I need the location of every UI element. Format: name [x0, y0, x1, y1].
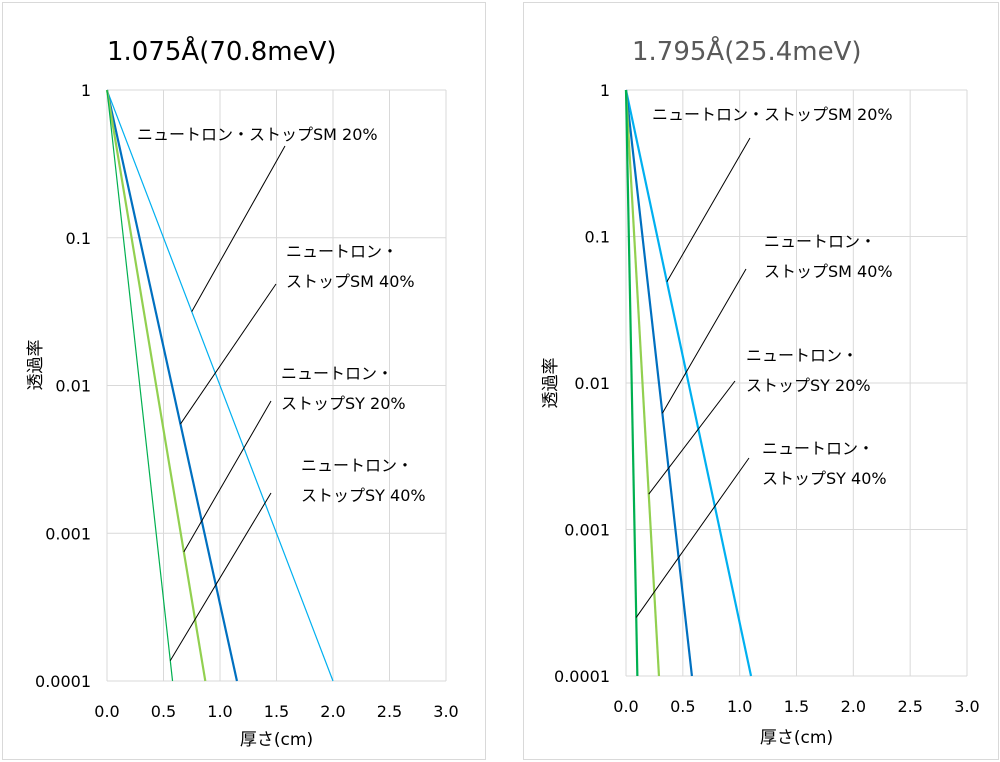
- chart-title: 1.795Å(25.4meV): [632, 35, 862, 67]
- chart-panel-right: 1.795Å(25.4meV) 0.0 0.5 1.0 1.5 2.0 2.5 3.0 1 0.1…: [523, 2, 999, 760]
- series-line-sy20: [624, 89, 661, 677]
- x-tick-label: 0.0: [94, 702, 119, 721]
- y-tick-label: 0.0001: [554, 667, 610, 686]
- series-label-sm20: ニュートロン・ストップSM 20%: [137, 125, 378, 144]
- leader-line-sy20: [648, 380, 736, 495]
- x-tick-label: 1.5: [264, 702, 289, 721]
- y-axis-label: 透過率: [541, 358, 561, 409]
- chart-title: 1.075Å(70.8meV): [107, 35, 337, 67]
- leader-line-sm20: [191, 145, 286, 312]
- transmission-chart-1795: 1.795Å(25.4meV) 0.0 0.5 1.0 1.5 2.0 2.5 3.0 1 0.1…: [541, 35, 980, 748]
- series-line-sm40: [624, 89, 694, 677]
- x-tick-label: 3.0: [433, 702, 458, 721]
- series-label-sy40: ニュートロン・ストップSY 40%: [762, 439, 887, 488]
- series-label-sm40: ニュートロン・ストップSM 40%: [764, 232, 893, 281]
- series-label-sy20: ニュートロン・ストップSY 20%: [281, 364, 406, 413]
- leader-line-sm40: [180, 283, 277, 425]
- y-tick-label: 0.01: [55, 377, 91, 396]
- x-tick-label: 1.5: [784, 697, 809, 716]
- x-tick-label: 0.5: [151, 702, 176, 721]
- series-line-sy20: [105, 89, 207, 682]
- x-axis-label: 厚さ(cm): [240, 730, 313, 750]
- series-label-sy20: ニュートロン・ストップSY 20%: [746, 346, 871, 395]
- leader-line-sm20: [666, 137, 751, 283]
- series-line-sm20: [106, 89, 334, 682]
- leader-line-sm40: [661, 268, 747, 414]
- series-label-sm20: ニュートロン・ストップSM 20%: [652, 105, 893, 124]
- series-line-sm20: [624, 89, 753, 677]
- x-tick-label: 3.0: [954, 697, 979, 716]
- series-line-sy40: [624, 89, 639, 677]
- x-tick-label: 2.0: [841, 697, 866, 716]
- leader-line-sy20: [183, 400, 272, 553]
- y-tick-label: 1: [600, 81, 610, 100]
- series-line-sy40: [106, 89, 174, 682]
- y-tick-label: 1: [81, 81, 91, 100]
- x-tick-label: 1.0: [727, 697, 752, 716]
- transmission-chart-1075: 1.075Å(70.8meV) 0.0 0.5 1.0 1.5 2.0 2.5 3.0 1 0.1…: [26, 35, 459, 750]
- y-tick-label: 0.001: [564, 521, 610, 540]
- chart-panel-left: 1.075Å(70.8meV) 0.0 0.5 1.0 1.5 2.0 2.5 3.0 1 0.1…: [2, 2, 486, 760]
- x-tick-label: 2.5: [897, 697, 922, 716]
- y-tick-label: 0.01: [574, 374, 610, 393]
- leader-line-sy40: [635, 457, 750, 618]
- y-tick-label: 0.1: [66, 229, 91, 248]
- y-tick-label: 0.1: [585, 228, 610, 247]
- x-tick-label: 2.0: [320, 702, 345, 721]
- x-axis-label: 厚さ(cm): [760, 728, 833, 748]
- series-label-sy40: ニュートロン・ストップSY 40%: [301, 456, 426, 505]
- x-tick-label: 0.5: [670, 697, 695, 716]
- x-tick-label: 0.0: [613, 697, 638, 716]
- y-tick-label: 0.001: [45, 524, 91, 543]
- y-axis-label: 透過率: [26, 340, 46, 391]
- series-label-sm40: ニュートロン・ストップSM 40%: [286, 242, 415, 291]
- leader-line-sy40: [169, 492, 272, 661]
- series-line-sm40: [105, 89, 239, 682]
- y-tick-label: 0.0001: [35, 672, 91, 691]
- x-tick-label: 1.0: [207, 702, 232, 721]
- x-tick-label: 2.5: [377, 702, 402, 721]
